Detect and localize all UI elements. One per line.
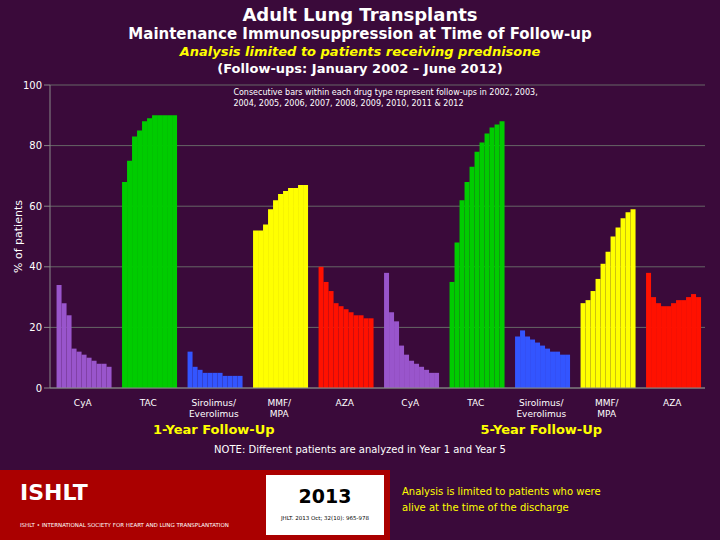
svg-text:TAC: TAC — [466, 398, 484, 408]
svg-text:100: 100 — [23, 80, 42, 91]
svg-text:40: 40 — [29, 261, 42, 272]
svg-text:80: 80 — [29, 140, 42, 151]
html-text:5-Year Follow-Up: 5-Year Follow-Up — [480, 422, 603, 437]
html-text:Analysis is limited to patient: Analysis is limited to patients who were… — [402, 486, 601, 513]
html-text:(Follow-ups: January 2002 – Ju: (Follow-ups: January 2002 – June 2012) — [217, 61, 503, 76]
html-text:JHLT. 2013 Oct; 32(10): 965-97: JHLT. 2013 Oct; 32(10): 965-978 — [281, 515, 369, 521]
svg-text:0: 0 — [36, 383, 42, 394]
svg-text:20: 20 — [29, 322, 42, 333]
svg-text:% of patients: % of patients — [12, 200, 25, 273]
svg-text:CyA: CyA — [74, 398, 93, 408]
html-text:Consecutive bars within each d: Consecutive bars within each drug type r… — [233, 88, 538, 108]
svg-text:Sirolimus/Everolimus: Sirolimus/Everolimus — [516, 398, 566, 418]
svg-text:Sirolimus/Everolimus: Sirolimus/Everolimus — [189, 398, 239, 418]
html-text:Analysis limited to patients r: Analysis limited to patients receiving p… — [179, 44, 541, 59]
html-text:NOTE: Different patients are a: NOTE: Different patients are analyzed in… — [214, 444, 506, 455]
html-text:ISHLT: ISHLT — [20, 480, 88, 505]
html-text:1-Year Follow-Up: 1-Year Follow-Up — [152, 422, 275, 437]
svg-text:MMF/MPA: MMF/MPA — [595, 398, 620, 418]
svg-text:AZA: AZA — [663, 398, 682, 408]
html-text:Maintenance Immunosuppression: Maintenance Immunosuppression at Time of… — [128, 25, 592, 43]
svg-text:60: 60 — [29, 201, 42, 212]
html-text:ISHLT • INTERNATIONAL SOCIETY: ISHLT • INTERNATIONAL SOCIETY FOR HEART … — [20, 522, 229, 528]
svg-text:AZA: AZA — [336, 398, 355, 408]
svg-text:MMF/MPA: MMF/MPA — [267, 398, 292, 418]
svg-text:CyA: CyA — [401, 398, 420, 408]
html-text:Adult Lung Transplants: Adult Lung Transplants — [242, 4, 478, 25]
svg-text:TAC: TAC — [139, 398, 157, 408]
html-text:2013: 2013 — [298, 485, 352, 507]
